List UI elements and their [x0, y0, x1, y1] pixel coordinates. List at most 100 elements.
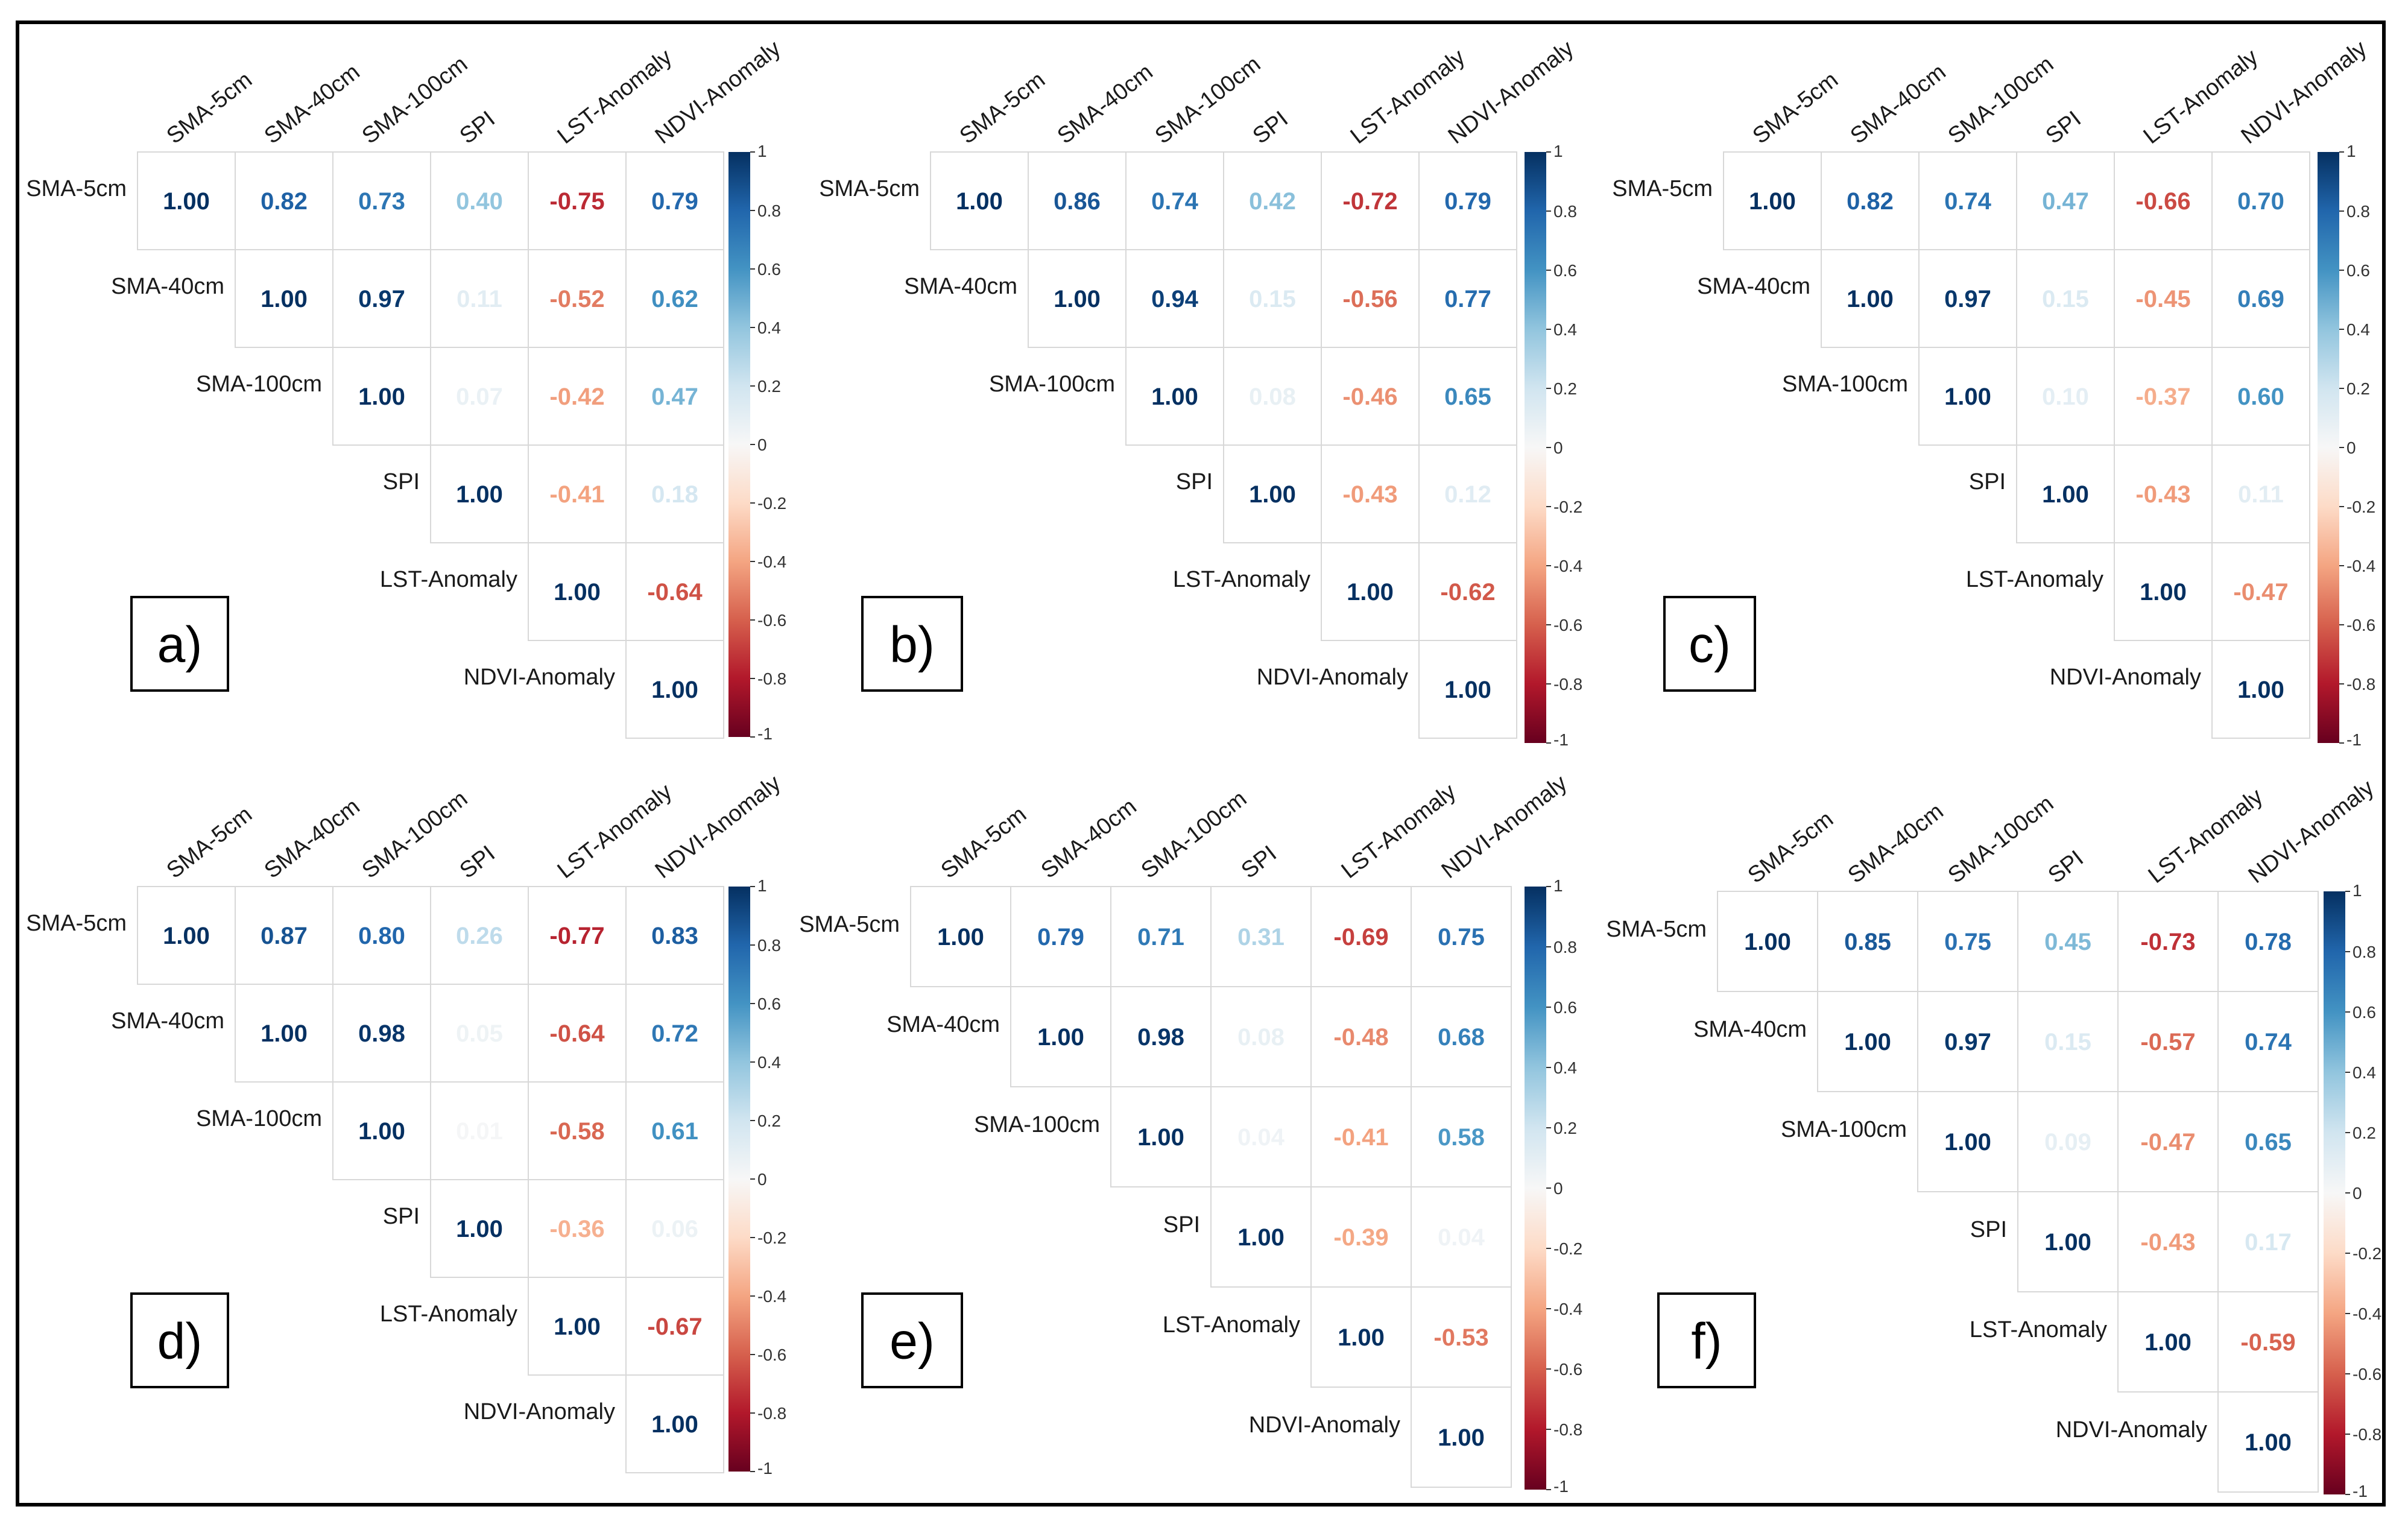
correlation-value: 1.00	[1744, 929, 1791, 955]
colorbar-tick-label: 0.6	[757, 994, 781, 1013]
correlation-value: 0.60	[2237, 384, 2284, 410]
correlation-value: 0.65	[2245, 1129, 2292, 1156]
row-label: NDVI-Anomaly	[464, 665, 615, 690]
colorbar-tick-label: 0.8	[1553, 938, 1577, 956]
correlation-value: 0.05	[456, 1020, 503, 1047]
column-label: SPI	[2044, 846, 2088, 888]
colorbar-tick-label: -0.6	[757, 611, 786, 630]
correlation-value: 1.00	[2237, 677, 2284, 703]
colorbar-tick-label: 0.8	[757, 936, 781, 955]
row-label: SMA-5cm	[1606, 917, 1707, 942]
correlation-value: -0.66	[2135, 188, 2190, 215]
row-label: SMA-100cm	[974, 1112, 1100, 1137]
correlation-value: -0.64	[647, 579, 703, 605]
row-label: SMA-5cm	[819, 176, 920, 201]
panel-label-box	[130, 1292, 229, 1388]
colorbar	[1525, 887, 1546, 1490]
colorbar-tick-label: 0.8	[2353, 943, 2376, 961]
correlation-panel: SMA-5cmSMA-40cmSMA-100cmSPILST-AnomalyND…	[26, 770, 786, 1478]
row-label: SPI	[383, 1204, 420, 1229]
colorbar-tick-label: 0.6	[2353, 1003, 2376, 1022]
correlation-value: 0.72	[651, 1020, 698, 1047]
correlation-panel: SMA-5cmSMA-40cmSMA-100cmSPILST-AnomalyND…	[26, 36, 786, 743]
panel-label: c)	[1689, 616, 1731, 673]
colorbar-tick-label: 0.8	[757, 201, 781, 220]
row-label: SPI	[1163, 1212, 1200, 1238]
colorbar-tick-label: 0.6	[2346, 261, 2370, 280]
colorbar	[728, 152, 750, 737]
row-label: SMA-100cm	[196, 1106, 322, 1131]
correlation-value: 1.00	[1749, 188, 1796, 215]
correlation-value: 0.31	[1237, 924, 1285, 950]
column-label: SMA-100cm	[358, 786, 473, 884]
correlation-value: 0.26	[456, 923, 503, 949]
correlation-value: 1.00	[554, 579, 601, 605]
correlation-value: 0.15	[2044, 1029, 2091, 1055]
row-label: SPI	[1970, 1217, 2007, 1242]
row-label: SMA-40cm	[904, 274, 1017, 299]
row-label: LST-Anomaly	[380, 567, 517, 592]
correlation-value: 1.00	[261, 286, 308, 312]
correlation-value: 1.00	[1944, 384, 1991, 410]
correlation-value: 1.00	[163, 923, 210, 949]
colorbar-tick-label: 0.4	[2353, 1063, 2376, 1082]
correlation-value: -0.45	[2135, 286, 2190, 312]
colorbar-tick-label: 0.6	[1553, 261, 1577, 280]
row-label: SMA-5cm	[1612, 176, 1713, 201]
row-label: LST-Anomaly	[1970, 1317, 2107, 1342]
correlation-value: -0.58	[549, 1118, 604, 1145]
correlation-value: 0.70	[2237, 188, 2284, 215]
correlation-value: 0.06	[651, 1216, 698, 1242]
row-label: SPI	[383, 469, 420, 495]
correlation-value: 1.00	[456, 1216, 503, 1242]
colorbar-tick-label: -0.8	[1553, 675, 1582, 694]
correlation-value: 0.82	[1847, 188, 1894, 215]
correlation-value: -0.59	[2240, 1329, 2295, 1356]
row-label: SMA-5cm	[26, 176, 127, 201]
row-label: NDVI-Anomaly	[1257, 665, 1408, 690]
row-label: SMA-100cm	[1782, 372, 1908, 397]
correlation-panel: SMA-5cmSMA-40cmSMA-100cmSPILST-AnomalyND…	[819, 36, 1582, 749]
correlation-value: 0.80	[358, 923, 405, 949]
correlation-value: 0.10	[2042, 384, 2089, 410]
column-label: SMA-100cm	[1944, 51, 2059, 149]
correlation-value: 1.00	[261, 1020, 308, 1047]
correlation-value: 1.00	[1037, 1024, 1084, 1051]
row-label: SMA-5cm	[26, 911, 127, 936]
correlation-value: 0.68	[1438, 1024, 1485, 1051]
correlation-value: 0.83	[651, 923, 698, 949]
correlation-value: 0.97	[1944, 286, 1991, 312]
correlation-value: 0.47	[2042, 188, 2089, 215]
correlation-value: -0.75	[549, 188, 604, 215]
row-label: SMA-100cm	[989, 372, 1115, 397]
correlation-value: 1.00	[163, 188, 210, 215]
correlation-value: 0.45	[2044, 929, 2091, 955]
colorbar-tick-label: 0.8	[2346, 202, 2370, 221]
correlation-value: 1.00	[1847, 286, 1894, 312]
correlation-value: -0.57	[2140, 1029, 2195, 1055]
correlation-value: 0.12	[1444, 481, 1491, 508]
column-label: SMA-40cm	[1053, 59, 1158, 149]
colorbar-tick-label: 0.2	[757, 377, 781, 396]
correlation-value: 1.00	[2245, 1429, 2292, 1456]
colorbar-tick-label: -0.4	[1553, 1300, 1582, 1318]
colorbar-tick-label: -0.6	[757, 1345, 786, 1364]
colorbar-tick-label: -0.4	[2346, 557, 2375, 575]
row-label: SMA-40cm	[111, 1008, 224, 1034]
colorbar-tick-label: 0	[1553, 1179, 1563, 1198]
colorbar-tick-label: -0.4	[2353, 1304, 2381, 1323]
correlation-value: 0.85	[1844, 929, 1891, 955]
correlation-value: 0.97	[358, 286, 405, 312]
correlation-value: 0.42	[1249, 188, 1296, 215]
correlation-value: 1.00	[1438, 1424, 1485, 1451]
colorbar-tick-label: 1	[757, 142, 767, 160]
panel-label: e)	[890, 1313, 935, 1370]
colorbar	[2318, 152, 2339, 743]
colorbar-tick-label: -0.6	[2353, 1365, 2381, 1383]
correlation-value: 0.04	[1237, 1124, 1285, 1151]
column-label: NDVI-Anomaly	[1437, 770, 1572, 884]
correlation-value: 0.15	[1249, 286, 1296, 312]
correlation-value: 0.74	[1151, 188, 1199, 215]
colorbar-tick-label: 0.6	[1553, 998, 1577, 1017]
correlation-value: 0.07	[456, 384, 503, 410]
